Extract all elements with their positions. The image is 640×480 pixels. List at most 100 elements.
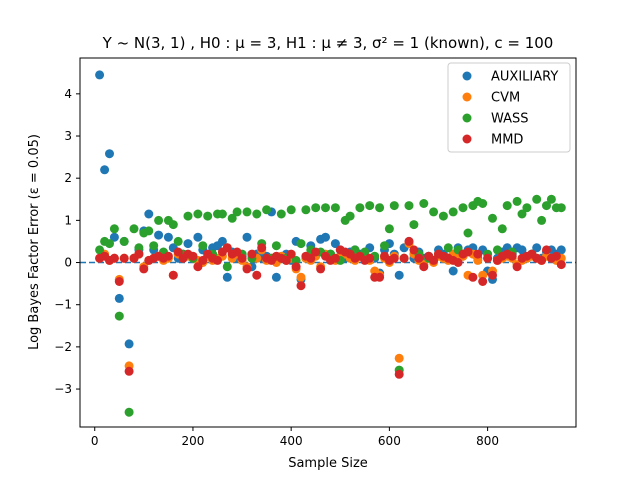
x-tick-label: 400 [280,434,303,448]
data-point-mmd [296,281,306,291]
data-point-mmd [252,270,262,280]
data-point-mmd [399,253,409,263]
data-point-wass [296,239,306,249]
data-point-mmd [389,253,399,263]
data-point-mmd [119,253,129,263]
data-point-wass [365,201,375,211]
data-point-mmd [168,270,178,280]
data-point-auxiliary [394,270,404,280]
data-point-wass [409,220,419,230]
data-point-wass [448,207,458,217]
data-point-wass [291,255,301,265]
data-point-mmd [193,262,203,272]
data-point-mmd [109,253,119,263]
data-point-mmd [556,260,566,270]
data-point-mmd [306,253,316,263]
data-point-wass [198,241,208,251]
y-axis-label: Log Bayes Factor Error (ε = 0.05) [27,134,42,350]
data-point-mmd [124,366,134,376]
data-point-wass [311,203,321,213]
data-point-mmd [291,262,301,272]
data-point-wass [502,201,512,211]
data-point-wass [149,241,159,251]
data-point-wass [321,203,330,213]
data-point-mmd [232,247,242,257]
data-point-wass [458,203,468,213]
data-point-wass [124,407,134,417]
legend-label: CVM [491,91,520,106]
data-point-auxiliary [271,272,281,282]
data-point-wass [134,243,144,253]
legend: AUXILIARY CVM WASS MMD [447,62,571,153]
data-point-wass [154,215,164,225]
plot-area: 0 200 400 600 800 −3 −2 −1 0 1 2 3 4 [54,57,577,448]
data-point-wass [262,205,272,215]
data-point-mmd [404,236,414,246]
data-point-mmd [409,245,419,255]
data-point-auxiliary [109,232,119,242]
data-point-auxiliary [144,209,154,219]
data-point-wass [419,199,429,208]
data-point-auxiliary [193,232,203,242]
data-point-auxiliary [532,243,542,253]
legend-entries: AUXILIARY CVM WASS MMD [462,70,558,148]
data-point-wass [345,211,355,221]
data-point-auxiliary [183,239,193,249]
data-point-wass [438,211,448,221]
data-point-wass [556,203,566,213]
data-point-wass [173,236,183,246]
legend-label: MMD [491,133,523,148]
data-point-wass [389,201,399,211]
series-mmd [95,236,566,379]
data-point-wass [144,226,154,236]
data-point-auxiliary [330,239,340,249]
data-point-mmd [198,255,208,265]
legend-marker-wass [462,113,472,123]
data-point-wass [404,201,414,211]
data-point-mmd [242,264,252,274]
data-point-wass [232,207,242,217]
data-point-mmd [163,251,173,261]
y-tick-label: −1 [54,298,72,312]
data-point-wass [517,209,527,219]
axis-ticks: 0 200 400 600 800 −3 −2 −1 0 1 2 3 4 [54,87,499,448]
data-point-wass [488,213,497,223]
data-point-wass [114,311,124,321]
data-point-wass [271,241,281,251]
data-point-cvm [394,353,404,363]
data-point-mmd [330,253,340,263]
data-point-auxiliary [556,245,566,255]
data-point-wass [301,205,311,215]
data-points-layer [95,70,566,417]
data-point-wass [119,236,129,246]
data-point-wass [532,194,542,204]
data-point-mmd [419,262,429,272]
data-point-wass [355,203,365,213]
data-point-mmd [478,277,488,286]
data-point-wass [227,213,237,223]
data-point-mmd [173,247,183,257]
data-point-wass [242,207,252,217]
data-point-wass [193,209,203,219]
data-point-mmd [114,277,124,286]
legend-marker-cvm [462,92,472,102]
data-point-mmd [286,249,296,259]
data-point-auxiliary [517,245,527,255]
data-point-wass [463,228,473,238]
data-point-cvm [473,255,483,265]
legend-marker-auxiliary [462,71,472,81]
data-point-mmd [453,258,463,267]
data-point-mmd [542,245,551,255]
data-point-mmd [488,270,497,280]
x-tick-label: 0 [91,434,99,448]
data-point-mmd [188,251,198,261]
y-tick-label: 4 [64,87,72,101]
plot-frame [79,57,577,428]
legend-label: AUXILIARY [491,70,558,85]
data-point-auxiliary [105,149,114,159]
data-point-wass [217,209,227,219]
data-point-mmd [134,249,144,259]
legend-label: WASS [491,112,529,127]
y-tick-label: 2 [64,171,72,185]
data-point-wass [497,224,507,234]
